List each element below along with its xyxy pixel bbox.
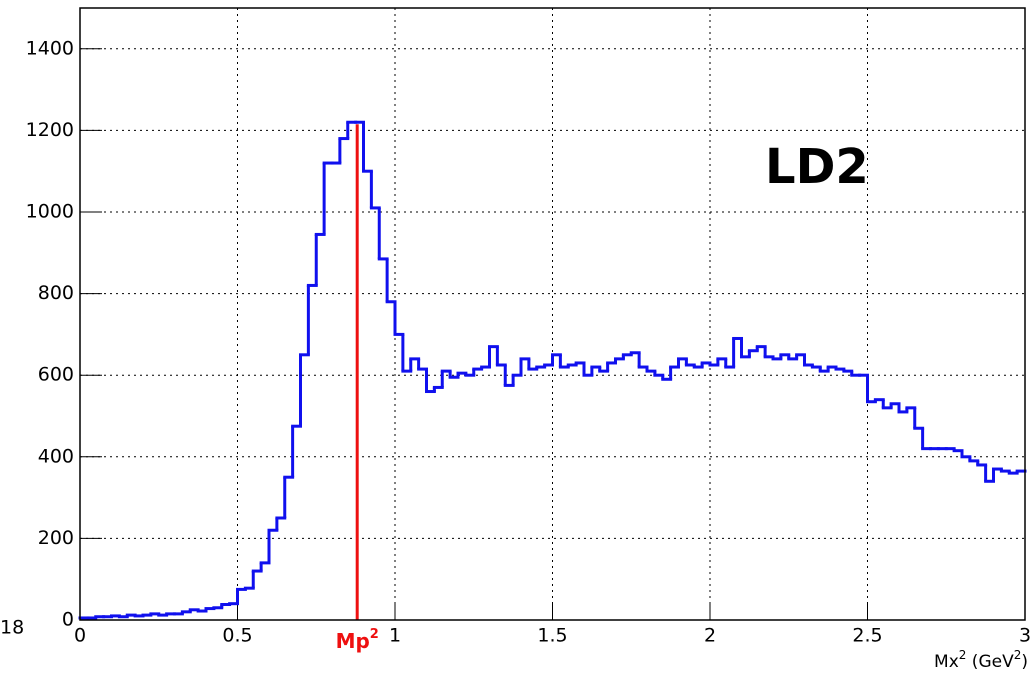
y-tick-label: 200 (38, 527, 74, 549)
reference-label-base: Mp (336, 629, 370, 653)
histogram (78, 120, 1027, 620)
x-tick-label: 1.5 (537, 625, 567, 647)
x-tick-label: 0.5 (222, 625, 252, 647)
reference-label: Mp2 (336, 627, 379, 653)
x-tick-label: 0 (74, 625, 86, 647)
y-tick-label: 1200 (26, 119, 74, 141)
y-tick-label: 1400 (26, 37, 74, 59)
y-tick-label: 400 (38, 445, 74, 467)
x-tick-label: 2.5 (852, 625, 882, 647)
x-axis-label: Mx2 (GeV2) (934, 648, 1028, 673)
y-tick-label: 1000 (26, 201, 74, 223)
clipped-text: 18 (0, 617, 24, 639)
x-tick-label: 2 (704, 625, 716, 647)
annotation: LD2 (765, 139, 869, 195)
y-tick-label: 600 (38, 364, 74, 386)
x-tick-label: 3 (1019, 625, 1031, 647)
plot-frame (79, 7, 1026, 621)
y-tick-label: 800 (38, 282, 74, 304)
reference-label-sup: 2 (370, 627, 379, 642)
x-tick-label: 1 (389, 625, 401, 647)
y-tick-label: 0 (62, 609, 74, 631)
